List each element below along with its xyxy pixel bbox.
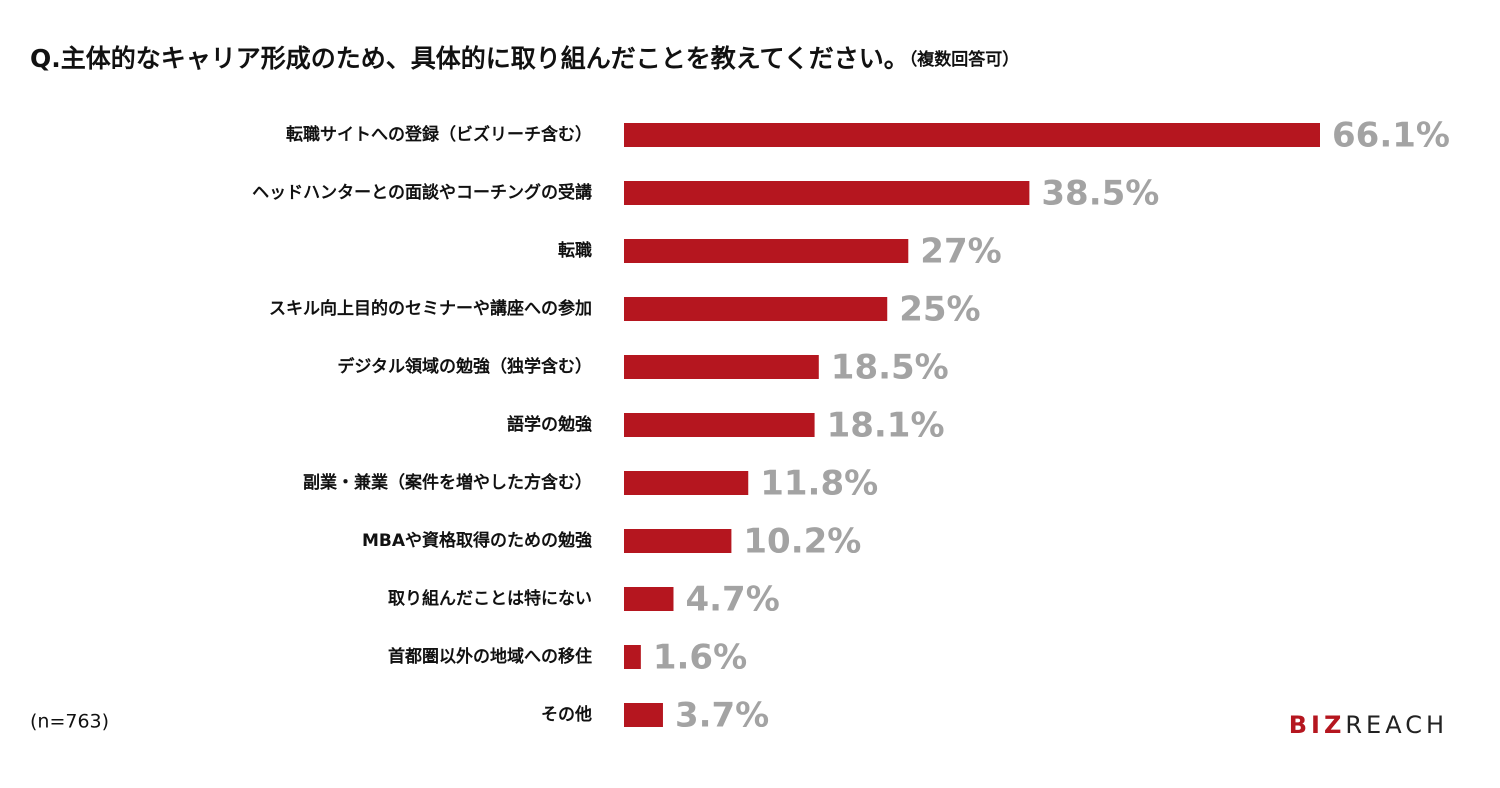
bar [624,645,641,669]
logo-part: BIZ [1289,711,1346,739]
logo: BIZREACH [1289,711,1448,739]
chart-title-group: Q.主体的なキャリア形成のため、具体的に取り組んだことを教えてください。（複数回… [30,44,1019,73]
value-label: 4.7% [685,580,779,620]
chart-subtitle: （複数回答可） [909,49,1020,70]
sample-note: (n=763) [30,711,109,733]
value-label: 3.7% [675,696,769,736]
category-label: MBAや資格取得のための勉強 [362,530,592,551]
bar [624,355,819,379]
bar [624,587,674,611]
value-label: 1.6% [653,638,747,678]
value-label: 66.1% [1332,116,1450,156]
value-label: 18.1% [827,406,945,446]
value-label: 27% [920,232,1001,272]
category-label: 副業・兼業（案件を増やした方含む） [303,472,592,493]
category-label: 首都圏以外の地域への移住 [388,646,592,667]
chart-title: Q.主体的なキャリア形成のため、具体的に取り組んだことを教えてください。 [30,44,909,73]
value-label: 38.5% [1041,174,1159,214]
value-label: 11.8% [760,464,878,504]
bar [624,239,909,263]
value-label: 18.5% [831,348,949,388]
category-label: デジタル領域の勉強（独学含む） [337,356,592,377]
category-label: 語学の勉強 [507,414,592,435]
category-label: その他 [541,704,592,725]
bar [624,413,815,437]
bar [624,529,732,553]
bar [624,703,663,727]
category-label: 転職サイトへの登録（ビズリーチ含む） [286,124,592,145]
bar [624,123,1320,147]
bar [624,181,1030,205]
category-label: ヘッドハンターとの面談やコーチングの受講 [252,182,592,203]
value-label: 10.2% [743,522,861,562]
category-label: 転職 [558,240,592,261]
bar [624,471,749,495]
bar [624,297,888,321]
category-label: 取り組んだことは特にない [388,588,592,609]
value-label: 25% [899,290,980,330]
category-label: スキル向上目的のセミナーや講座への参加 [269,298,592,319]
logo-part: REACH [1345,711,1448,739]
